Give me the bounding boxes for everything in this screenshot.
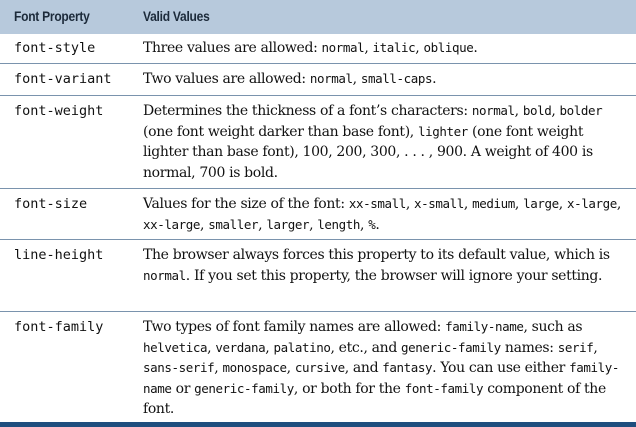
value-keyword: large bbox=[523, 196, 559, 211]
value-text: , bbox=[558, 196, 567, 212]
value-text: or bbox=[171, 380, 195, 397]
value-keyword: normal bbox=[143, 267, 186, 283]
value-keyword: generic-family bbox=[194, 380, 294, 396]
value-keyword: verdana bbox=[215, 339, 266, 355]
value-text: . bbox=[375, 216, 380, 233]
property-values: Three values are allowed: normal, italic… bbox=[143, 38, 625, 59]
value-text: Two types of font family names are allow… bbox=[143, 319, 446, 335]
property-values: Determines the thickness of a font’s cha… bbox=[143, 101, 625, 183]
value-text: , bbox=[200, 216, 209, 233]
value-text: . You can use either bbox=[432, 360, 570, 376]
value-keyword: bolder bbox=[559, 103, 603, 118]
table-bottom-rule bbox=[0, 422, 636, 427]
value-keyword: palatino bbox=[273, 339, 331, 355]
value-text: , bbox=[593, 339, 598, 356]
value-text: , bbox=[616, 196, 621, 212]
header-valid-values: Valid Values bbox=[143, 8, 210, 24]
value-keyword: x-large bbox=[566, 196, 617, 211]
value-text: . bbox=[473, 40, 478, 56]
value-keyword: medium bbox=[472, 196, 515, 211]
table-row: font-weight Determines the thickness of … bbox=[0, 96, 636, 189]
value-keyword: normal bbox=[309, 71, 353, 86]
table-row: font-size Values for the size of the fon… bbox=[0, 189, 636, 240]
value-keyword: larger bbox=[266, 216, 310, 232]
value-text: . bbox=[432, 71, 437, 87]
property-values: Two types of font family names are allow… bbox=[143, 317, 625, 420]
value-text: , bbox=[514, 196, 524, 212]
table-row: line-height The browser always forces th… bbox=[0, 240, 636, 312]
value-keyword: italic bbox=[372, 40, 416, 55]
property-name: font-family bbox=[14, 319, 104, 335]
value-text: , bbox=[405, 196, 415, 212]
table-header: Font Property Valid Values bbox=[0, 0, 636, 34]
value-keyword: sans-serif bbox=[143, 360, 215, 375]
value-text: , bbox=[286, 360, 295, 376]
property-values: The browser always forces this property … bbox=[143, 245, 625, 286]
property-name: font-size bbox=[14, 196, 88, 212]
table-row: font-variant Two values are allowed: nor… bbox=[0, 64, 636, 96]
value-keyword: xx-large bbox=[143, 216, 201, 232]
value-text: , bbox=[360, 216, 369, 233]
value-keyword: font-family bbox=[404, 380, 484, 396]
value-text: , bbox=[463, 196, 473, 212]
property-values: Two values are allowed: normal, small-ca… bbox=[143, 69, 625, 90]
property-name: font-variant bbox=[14, 71, 112, 87]
value-keyword: family-name bbox=[445, 319, 524, 334]
value-keyword: oblique bbox=[423, 40, 474, 55]
value-text: , bbox=[551, 103, 560, 119]
value-text: , bbox=[207, 339, 216, 356]
value-keyword: cursive bbox=[294, 360, 345, 375]
value-keyword: small-caps bbox=[360, 71, 433, 86]
property-name: line-height bbox=[14, 247, 104, 263]
value-text: (one font weight darker than base font), bbox=[143, 123, 419, 140]
value-keyword: monospace bbox=[222, 360, 287, 375]
table-row: font-style Three values are allowed: nor… bbox=[0, 34, 636, 64]
value-keyword: helvetica bbox=[143, 339, 208, 355]
value-text: , etc., and bbox=[330, 339, 402, 356]
value-text: , bbox=[309, 216, 318, 233]
table-row: font-family Two types of font family nam… bbox=[0, 312, 636, 422]
value-text: , bbox=[415, 40, 424, 56]
value-text: (one font weight lighter than base font)… bbox=[143, 123, 593, 181]
value-keyword: xx-small bbox=[348, 196, 406, 211]
value-text: Three values are allowed: bbox=[143, 40, 322, 56]
value-keyword: fantasy bbox=[382, 360, 433, 375]
value-keyword: smaller bbox=[208, 216, 259, 232]
value-keyword: lighter bbox=[418, 123, 468, 139]
value-text: , bbox=[364, 40, 373, 56]
value-keyword: normal bbox=[321, 40, 365, 55]
value-keyword: length bbox=[317, 216, 361, 232]
property-name: font-weight bbox=[14, 103, 104, 119]
value-text: Values for the size of the font: bbox=[143, 196, 349, 212]
value-keyword: normal bbox=[471, 103, 515, 118]
value-keyword: bold bbox=[522, 103, 552, 118]
value-text: , bbox=[214, 360, 223, 376]
value-text: Two values are allowed: bbox=[143, 71, 310, 87]
value-text: , bbox=[514, 103, 523, 119]
property-values: Values for the size of the font: xx-smal… bbox=[143, 194, 625, 235]
value-text: , bbox=[352, 71, 361, 87]
value-text: . If you set this property, the browser … bbox=[185, 267, 603, 284]
property-name: font-style bbox=[14, 40, 96, 56]
value-text: names: bbox=[500, 339, 558, 356]
value-text: component of the font. bbox=[143, 380, 606, 418]
header-font-property: Font Property bbox=[14, 8, 90, 24]
value-text: The browser always forces this property … bbox=[143, 247, 610, 263]
value-text: Determines the thickness of a font’s cha… bbox=[143, 103, 472, 119]
value-text: , bbox=[258, 216, 267, 233]
value-text: , or both for the bbox=[293, 380, 405, 397]
value-keyword: serif bbox=[557, 339, 594, 355]
value-keyword: x-small bbox=[414, 196, 464, 211]
value-keyword: family-name bbox=[143, 360, 619, 396]
value-text: , such as bbox=[523, 319, 583, 335]
value-text: , and bbox=[344, 360, 383, 376]
value-keyword: generic-family bbox=[401, 339, 501, 355]
value-text: , bbox=[265, 339, 274, 356]
value-keyword: % bbox=[368, 216, 376, 232]
